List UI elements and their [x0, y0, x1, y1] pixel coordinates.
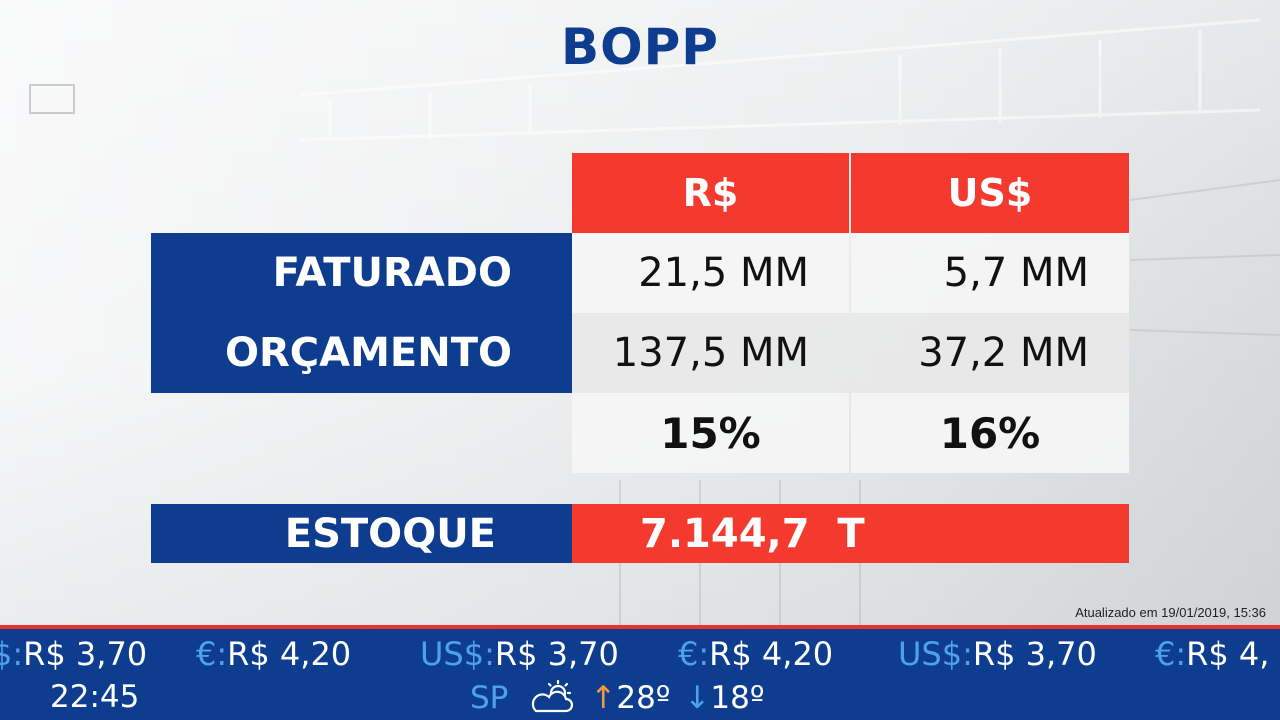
ticker-item: $:R$ 3,70	[0, 635, 147, 673]
ticker-symbol: €:	[1155, 635, 1187, 673]
faturado-usd-value: 5,7 MM	[851, 233, 1129, 313]
ticker-symbol: €:	[196, 635, 228, 673]
ticker-value: R$ 3,70	[972, 635, 1097, 673]
orcamento-brl-value: 137,5 MM	[572, 313, 849, 393]
percent-usd-value: 16%	[851, 393, 1129, 473]
stock-value: 7.144,7 T	[572, 504, 1129, 563]
ticker-value: R$ 3,70	[23, 635, 148, 673]
header-brl: R$	[572, 153, 849, 233]
ticker-symbol: US$:	[898, 635, 973, 673]
ticker-item: US$:R$ 3,70	[420, 635, 619, 673]
ticker-value: R$ 4,20	[227, 635, 352, 673]
low-temp-arrow: ↓	[684, 680, 711, 716]
ticker-item: €:R$ 4,	[1155, 635, 1269, 673]
weather-widget: SP ↑ 28º ↓ 18º	[470, 679, 764, 717]
ticker-value: R$ 4,20	[709, 635, 834, 673]
ticker-symbol: €:	[678, 635, 710, 673]
ticker-symbol: $:	[0, 635, 24, 673]
ticker-value: R$ 3,70	[494, 635, 619, 673]
updated-timestamp: Atualizado em 19/01/2019, 15:36	[1075, 605, 1266, 620]
weather-city: SP	[470, 680, 509, 716]
ticker-bar: $:R$ 3,70 €:R$ 4,20 US$:R$ 3,70 €:R$ 4,2…	[0, 625, 1280, 720]
stock-label: ESTOQUE	[151, 504, 572, 563]
partly-cloudy-icon	[532, 679, 574, 713]
ticker-item: US$:R$ 3,70	[898, 635, 1097, 673]
clock: 22:45	[50, 679, 140, 715]
row-label-orcamento: ORÇAMENTO	[151, 313, 572, 393]
ticker-symbol: US$:	[420, 635, 495, 673]
orcamento-usd-value: 37,2 MM	[851, 313, 1129, 393]
low-temp: 18º	[710, 680, 765, 716]
page-title: BOPP	[561, 18, 719, 76]
ticker-item: €:R$ 4,20	[196, 635, 351, 673]
row-label-faturado: FATURADO	[151, 233, 572, 313]
ticker-item: €:R$ 4,20	[678, 635, 833, 673]
ticker-value: R$ 4,	[1186, 635, 1270, 673]
header-usd: US$	[851, 153, 1129, 233]
high-temp-arrow: ↑	[590, 680, 617, 716]
percent-brl-value: 15%	[572, 393, 849, 473]
faturado-brl-value: 21,5 MM	[572, 233, 849, 313]
high-temp: 28º	[616, 680, 671, 716]
